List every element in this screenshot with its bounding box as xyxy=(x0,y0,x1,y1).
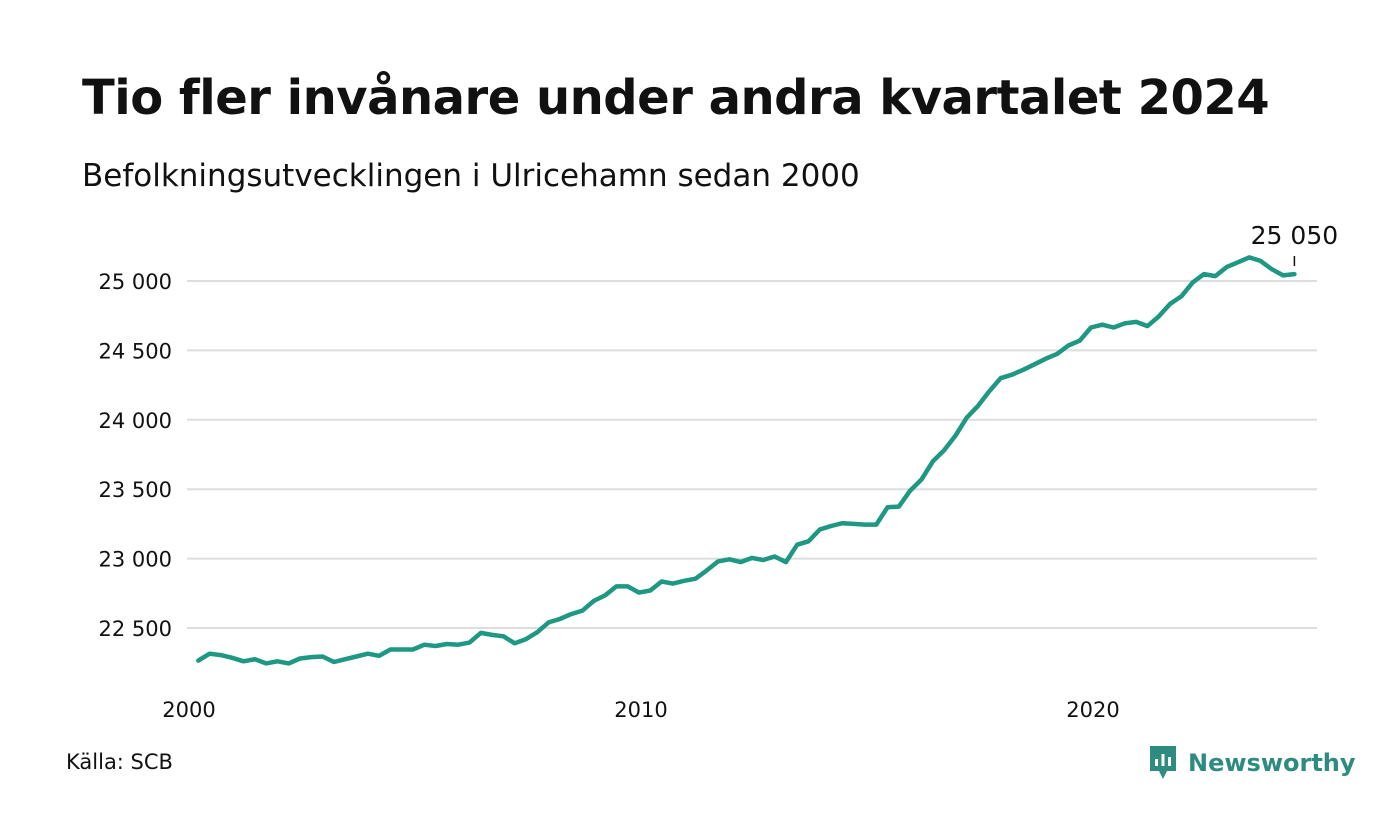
chart-subtitle: Befolkningsutvecklingen i Ulricehamn sed… xyxy=(82,158,860,194)
y-tick-label: 23 000 xyxy=(99,548,172,572)
y-tick-label: 24 000 xyxy=(99,409,172,433)
brand-name: Newsworthy xyxy=(1188,749,1356,777)
last-value-label: 25 050 xyxy=(1251,221,1338,250)
newsworthy-logo-icon xyxy=(1150,746,1176,779)
y-axis: 22 500 23 000 23 500 24 000 24 500 25 000 xyxy=(99,270,172,641)
source-note: Källa: SCB xyxy=(66,750,173,774)
brand-logo: Newsworthy xyxy=(1148,743,1356,783)
annotation-layer: 25 050 xyxy=(1251,221,1338,266)
y-tick-label: 24 500 xyxy=(99,339,172,363)
x-tick-label: 2020 xyxy=(1066,698,1119,722)
x-tick-label: 2010 xyxy=(614,698,667,722)
x-axis: 2000 2010 2020 xyxy=(162,698,1119,722)
series-layer xyxy=(196,255,1297,666)
y-tick-label: 22 500 xyxy=(99,617,172,641)
x-tick-label: 2000 xyxy=(162,698,215,722)
y-tick-label: 25 000 xyxy=(99,270,172,294)
population-line xyxy=(196,255,1297,666)
chart-title: Tio fler invånare under andra kvartalet … xyxy=(82,70,1270,126)
y-tick-label: 23 500 xyxy=(99,478,172,502)
grid-layer xyxy=(187,280,1317,629)
